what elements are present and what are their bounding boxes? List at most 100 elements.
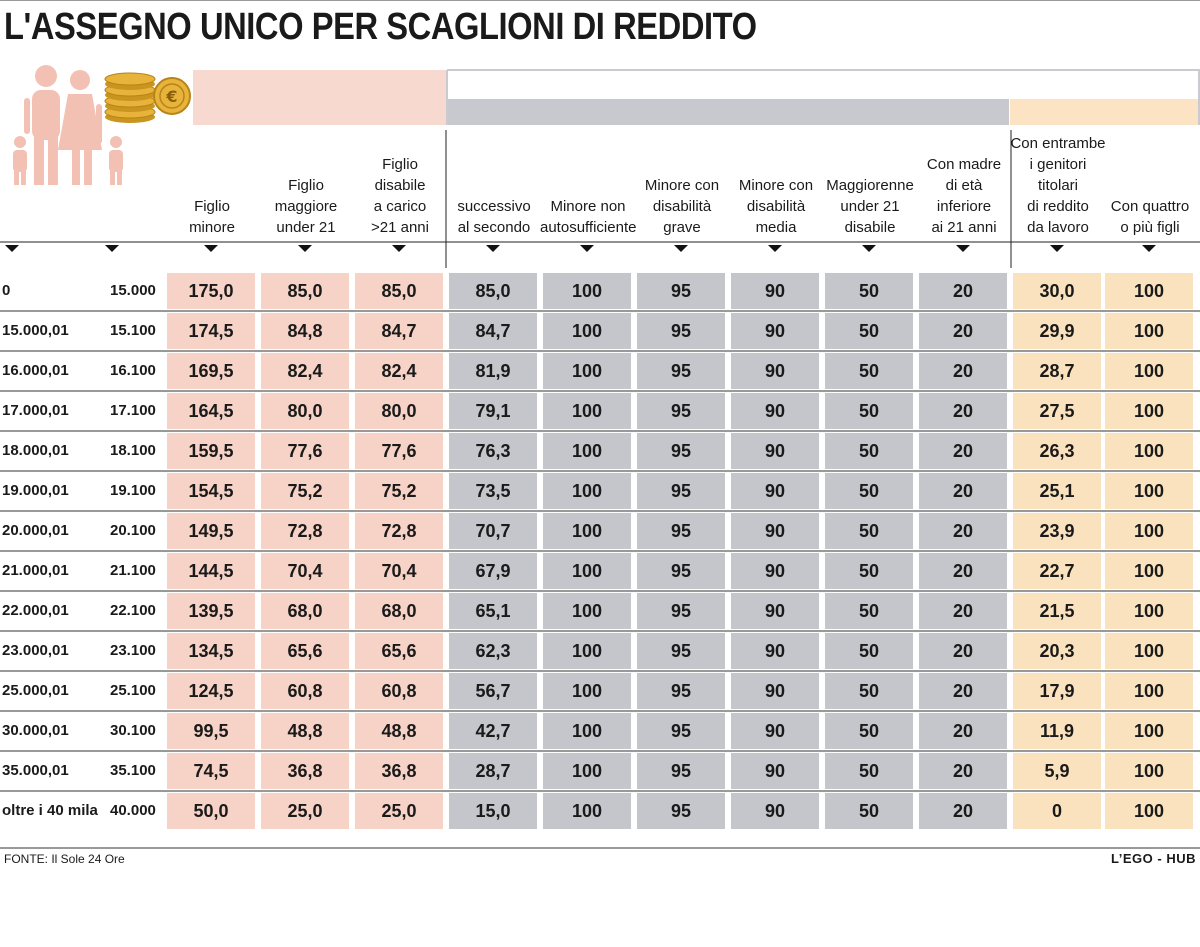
cell-bg xyxy=(1013,553,1101,589)
column-header-line: ai 21 anni xyxy=(931,219,997,236)
cell-bg xyxy=(637,553,725,589)
table-cell: 20 xyxy=(952,361,974,381)
cell-bg xyxy=(919,673,1007,709)
column-arrow-7 xyxy=(674,245,688,252)
cell-bg xyxy=(261,593,349,629)
cell-bg xyxy=(731,513,819,549)
cell-bg xyxy=(919,633,1007,669)
row-label-da: 35.000,01 xyxy=(2,762,69,779)
cell-bg xyxy=(731,633,819,669)
cell-bg xyxy=(825,553,913,589)
column-header-line: Minore non xyxy=(550,198,626,215)
column-header-line: titolari xyxy=(1037,177,1078,194)
column-arrow-0 xyxy=(5,245,19,252)
cell-bg xyxy=(1013,393,1101,429)
cell-bg xyxy=(449,273,537,309)
column-header-line: al secondo xyxy=(457,219,531,236)
cell-bg xyxy=(1105,393,1193,429)
table-cell: 21,5 xyxy=(1039,601,1075,621)
row-label-a: 15.100 xyxy=(110,322,156,339)
table-cell: 77,6 xyxy=(381,441,417,461)
table-cell: 95 xyxy=(670,601,692,621)
cell-bg xyxy=(919,473,1007,509)
table-cell: 56,7 xyxy=(475,681,511,701)
table-cell: 100 xyxy=(1133,681,1165,701)
cell-bg xyxy=(543,513,631,549)
cell-bg xyxy=(919,433,1007,469)
cell-bg xyxy=(167,273,255,309)
cell-bg xyxy=(731,273,819,309)
cell-bg xyxy=(919,313,1007,349)
row-label-da: oltre i 40 mila xyxy=(2,802,98,819)
table-cell: 20,3 xyxy=(1039,641,1075,661)
cell-bg xyxy=(825,433,913,469)
table-cell: 15,0 xyxy=(475,801,511,821)
table-cell: 174,5 xyxy=(188,321,234,341)
cell-bg xyxy=(731,673,819,709)
column-header-line: autosufficiente xyxy=(540,219,637,236)
svg-text:€: € xyxy=(165,87,177,106)
column-header-line: di età xyxy=(945,177,983,194)
table-cell: 68,0 xyxy=(381,601,417,621)
table-cell: 50 xyxy=(858,801,880,821)
table-cell: 48,8 xyxy=(287,721,323,741)
cell-bg xyxy=(1013,313,1101,349)
table-cell: 77,6 xyxy=(287,441,323,461)
row-label-a: 15.000 xyxy=(110,282,156,299)
table-cell: 84,8 xyxy=(287,321,323,341)
column-header-0: Figlio minore xyxy=(164,128,260,238)
cell-bg xyxy=(167,673,255,709)
table-cell: 65,6 xyxy=(381,641,417,661)
table-cell: 84,7 xyxy=(475,321,511,341)
column-header-line: a carico xyxy=(373,198,427,215)
base-header-band xyxy=(193,70,446,125)
cell-bg xyxy=(167,473,255,509)
row-label-a: 16.100 xyxy=(110,362,156,379)
cell-bg xyxy=(355,433,443,469)
table-cell: 50 xyxy=(858,361,880,381)
cell-bg xyxy=(167,713,255,749)
table-cell: 149,5 xyxy=(188,521,234,541)
cell-bg xyxy=(637,433,725,469)
column-header-line: disabilità xyxy=(652,198,712,215)
table-cell: 70,4 xyxy=(287,561,323,581)
table-cell: 90 xyxy=(764,401,786,421)
cell-bg xyxy=(449,393,537,429)
column-header-line: disabile xyxy=(844,219,896,236)
row-label-a: 40.000 xyxy=(110,802,156,819)
table-cell: 50 xyxy=(858,561,880,581)
cell-bg xyxy=(355,393,443,429)
table-cell: 60,8 xyxy=(287,681,323,701)
table-cell: 100 xyxy=(1133,761,1165,781)
cell-bg xyxy=(543,433,631,469)
column-arrow-5 xyxy=(486,245,500,252)
table-cell: 90 xyxy=(764,481,786,501)
table-cell: 100 xyxy=(571,441,603,461)
cell-bg xyxy=(261,793,349,829)
table-cell: 100 xyxy=(571,601,603,621)
table-cell: 164,5 xyxy=(188,401,234,421)
table-cell: 100 xyxy=(1133,721,1165,741)
table-cell: 50 xyxy=(858,641,880,661)
table-cell: 82,4 xyxy=(381,361,417,381)
table-cell: 90 xyxy=(764,601,786,621)
table-cell: 90 xyxy=(764,281,786,301)
cell-bg xyxy=(543,313,631,349)
table-cell: 95 xyxy=(670,681,692,701)
cell-bg xyxy=(1013,273,1101,309)
cell-bg xyxy=(1013,793,1101,829)
cell-bg xyxy=(637,673,725,709)
cell-bg xyxy=(1013,593,1101,629)
column-header-9: Con entrambe i genitori titolari di reddito… xyxy=(1010,128,1106,238)
cell-bg xyxy=(449,513,537,549)
cell-bg xyxy=(449,353,537,389)
table-cell: 20 xyxy=(952,521,974,541)
column-header-10: Con quattro o più figli xyxy=(1102,128,1198,238)
table-cell: 85,0 xyxy=(287,281,323,301)
row-label-a: 35.100 xyxy=(110,762,156,779)
table-cell: 100 xyxy=(571,801,603,821)
column-arrow-10 xyxy=(956,245,970,252)
top-rule xyxy=(0,0,1200,1)
column-header-line: da lavoro xyxy=(1027,219,1089,236)
cell-bg xyxy=(637,753,725,789)
